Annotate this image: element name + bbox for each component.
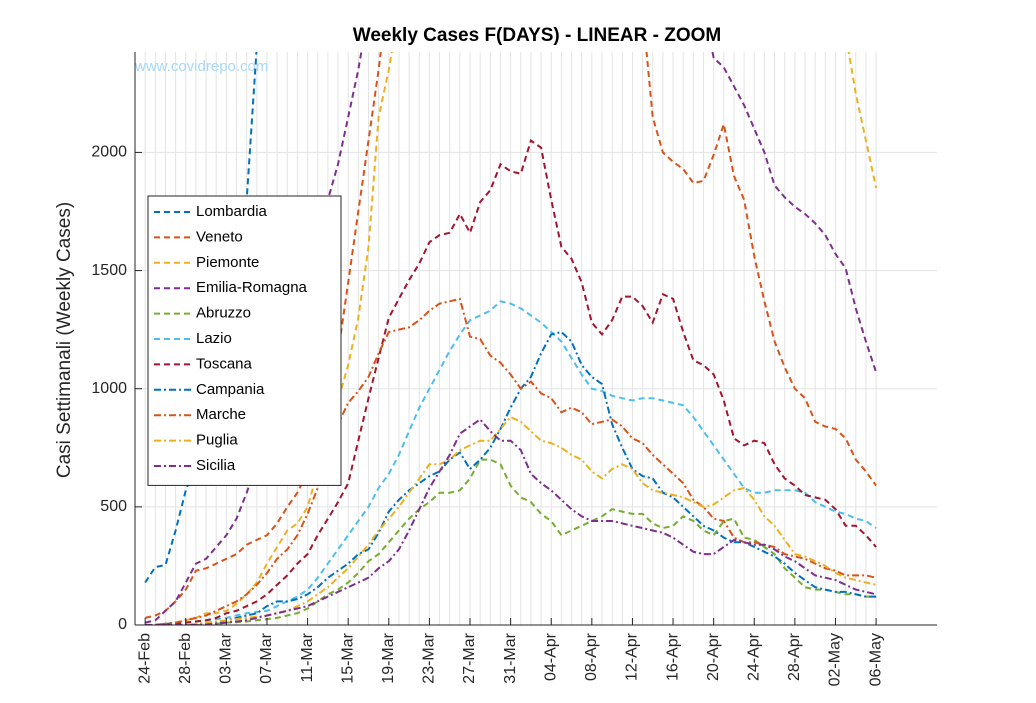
legend-label: Emilia-Romagna (196, 279, 308, 296)
x-tick-label: 23-Mar (421, 632, 438, 683)
x-tick-label: 11-Mar (299, 632, 316, 682)
legend-label: Lazio (196, 330, 232, 347)
legend-label: Lombardia (196, 203, 268, 220)
series-line (145, 300, 877, 625)
series-line (145, 138, 877, 625)
x-tick-label: 24-Feb (136, 633, 153, 684)
x-tick-label: 07-Mar (258, 632, 275, 683)
x-tick-label: 02-May (827, 633, 844, 686)
legend-label: Abruzzo (196, 305, 251, 322)
x-tick-label: 03-Mar (218, 632, 235, 683)
series-line (144, 52, 877, 619)
series-line (145, 330, 877, 625)
series-line (145, 297, 877, 625)
x-tick-label: 15-Mar (339, 632, 356, 683)
x-tick-label: 16-Apr (664, 632, 681, 681)
x-tick-label: 04-Apr (542, 632, 559, 681)
y-tick-label: 500 (100, 498, 127, 515)
x-tick-label: 08-Apr (583, 632, 600, 681)
legend-label: Campania (196, 381, 265, 398)
x-tick-label: 24-Apr (745, 632, 762, 681)
x-tick-label: 27-Mar (461, 632, 478, 683)
legend-label: Piemonte (196, 254, 259, 271)
x-tick-label: 12-Apr (624, 632, 641, 681)
y-tick-label: 1000 (91, 380, 127, 397)
legend-label: Sicilia (196, 457, 236, 474)
axes: 24-Feb 28-Feb 03-Mar 07-Mar 11-Mar 15-Mar 19-M… (91, 52, 937, 686)
y-tick-label: 2000 (91, 144, 127, 161)
series-line (145, 418, 877, 625)
y-tick-label: 0 (118, 616, 127, 633)
x-tick-label: 06-May (867, 633, 884, 686)
chart-title: Weekly Cases F(DAYS) - LINEAR - ZOOM (353, 25, 721, 46)
y-tick-label: 1500 (91, 262, 127, 279)
watermark: www.covidrepo.com (134, 58, 268, 75)
x-tick-label: 19-Mar (380, 632, 397, 683)
x-tick-label: 20-Apr (705, 632, 722, 681)
legend-label: Marche (196, 406, 246, 423)
legend: Lombardia Veneto Piemonte Emilia-Romagna Abr… (147, 195, 342, 486)
legend-label: Veneto (196, 228, 243, 245)
legend-box (147, 195, 342, 486)
x-tick-label: 31-Mar (502, 632, 519, 683)
x-tick-label: 28-Apr (786, 632, 803, 681)
legend-label: Puglia (196, 432, 238, 449)
x-tick-label: 28-Feb (177, 633, 194, 684)
legend-label: Toscana (196, 355, 253, 372)
y-axis-label: Casi Settimanali (Weekly Cases) (54, 202, 75, 478)
